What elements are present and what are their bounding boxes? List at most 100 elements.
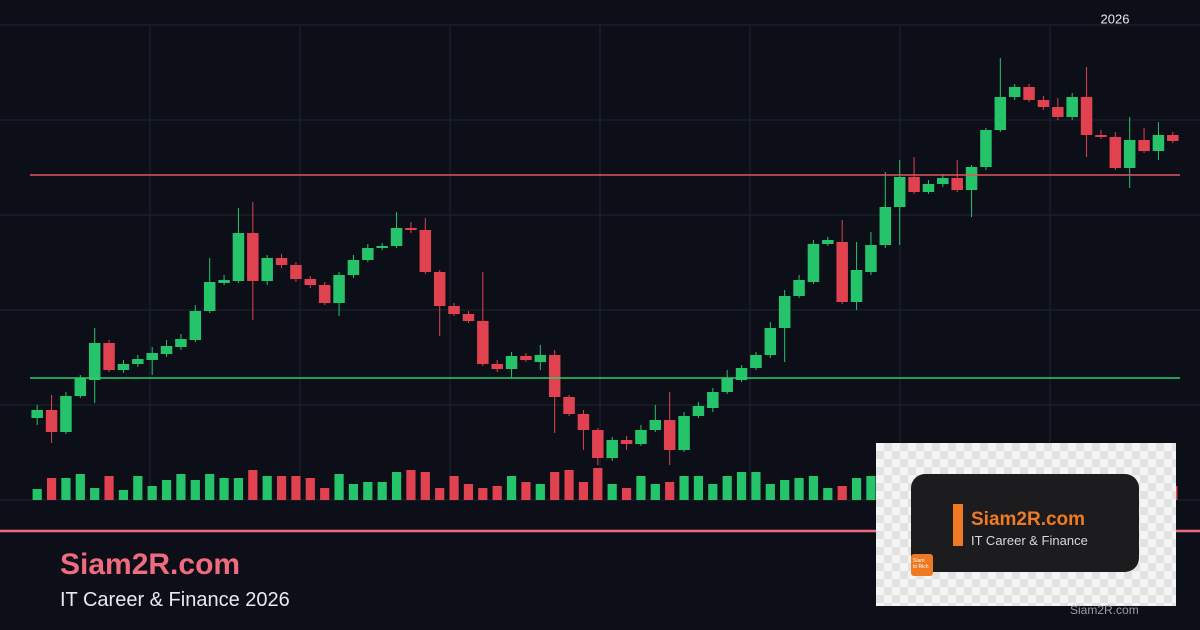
candle-body [1008,87,1021,97]
volume-bar [636,476,646,500]
volume-bar [550,472,560,500]
candle-body [1095,135,1107,137]
volume-bar [420,472,430,500]
candle-body [534,355,547,362]
candle-body [1152,135,1165,151]
candle-body [577,414,590,430]
candle-body [520,356,532,360]
volume-bar [693,476,704,500]
candle-body [433,272,446,306]
candle-body [232,233,245,281]
candle-body [807,244,820,282]
tagline: IT Career & Finance 2026 [60,589,290,611]
volume-bar [334,474,344,500]
candle-body [218,280,230,283]
year-label: 2026 [1101,11,1130,26]
logo-text: to Rich [913,564,929,570]
candle-body [678,416,690,450]
volume-bar [492,486,502,500]
volume-bar [765,484,775,500]
volume-bar [535,484,545,500]
candle-body [117,364,130,370]
candle-body [132,359,144,364]
candle-body [247,233,259,281]
candle-body [362,248,374,260]
candle-body [333,275,345,303]
volume-bar [593,468,603,500]
candle-body [663,420,676,450]
volume-bar [90,488,100,500]
volume-bar [32,489,42,500]
volume-bar [851,478,862,500]
candle-body [390,228,403,246]
candle-body [1023,87,1035,100]
volume-bar [104,476,114,500]
volume-bar [391,472,402,500]
volume-bar [478,488,488,500]
candle-body [1080,97,1093,135]
volume-bar [248,470,258,500]
volume-bar [564,470,574,500]
candle-body [649,420,662,430]
volume-bar [794,478,804,500]
volume-bar [751,472,761,500]
volume-bar [262,476,272,500]
candle-body [951,178,963,190]
logo-card: Siam2R.com IT Career & Finance Siam to R… [911,474,1139,576]
volume-bar [736,472,747,500]
brand: Siam2R.com [60,548,241,581]
volume-bar [449,476,459,500]
candle-body [175,339,187,347]
volume-bar [780,480,790,500]
candle-body [146,353,158,360]
volume-bar [348,484,359,500]
candle-body [592,430,604,458]
volume-bar [823,488,833,500]
volume-bar [305,478,315,500]
candle-body [60,396,72,432]
volume-bar [722,476,732,500]
candle-body [103,343,115,370]
candle-body [419,230,432,272]
volume-bar [219,478,229,500]
volume-bar [406,470,416,500]
candle-body [908,177,920,192]
volume-bar [190,480,200,500]
volume-bar [463,484,474,500]
candle-body [1138,140,1150,151]
candle-body [1066,97,1078,117]
volume-bar [837,486,847,500]
volume-bar [133,476,143,500]
volume-bar [205,474,215,500]
candle-body [505,356,518,369]
volume-bar [377,482,387,500]
volume-bar [161,480,172,500]
volume-bar [578,482,589,500]
candle-body [477,321,489,364]
volume-bar [808,476,819,500]
candle-body [261,258,273,281]
candle-body [850,270,863,302]
candle-body [160,346,173,354]
volume-bar [621,488,632,500]
candle-body [692,406,705,416]
volume-bar [506,476,517,500]
volume-bar [147,486,157,500]
candle-body [563,397,575,414]
candle-body [922,184,935,192]
candle-body [778,296,791,328]
candle-body [45,410,58,432]
candle-body [347,260,360,275]
candle-body [203,282,216,311]
volume-bar [665,482,675,500]
candle-body [290,265,302,279]
candle-body [965,167,978,190]
volume-bar [176,474,186,500]
candle-body [750,355,762,368]
volume-bar [521,482,531,500]
candle-body [448,306,460,314]
candle-body [1109,137,1122,168]
volume-bar [607,484,617,500]
candle-body [865,245,877,272]
volume-bar [363,482,373,500]
